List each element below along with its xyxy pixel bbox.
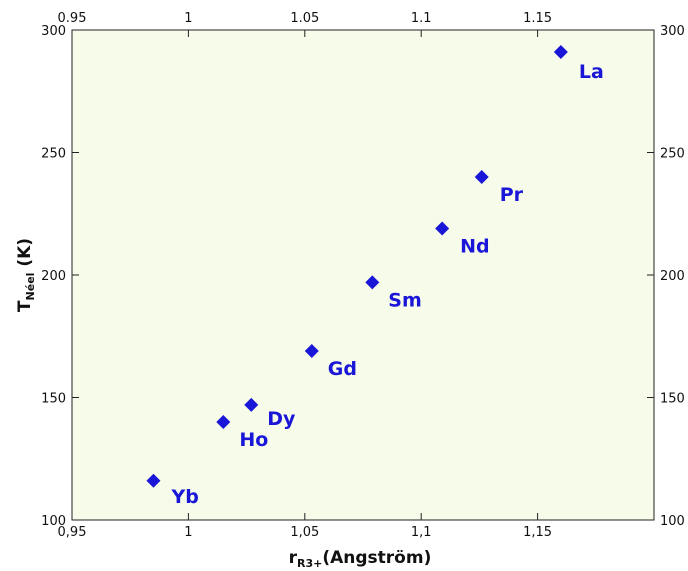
x-tick-label-top: 1.1 xyxy=(411,11,432,26)
y-tick-label-left: 150 xyxy=(41,392,66,407)
point-label: Nd xyxy=(460,235,490,257)
x-axis-title-unit: (Angström) xyxy=(322,548,431,568)
plot-area xyxy=(71,29,655,521)
x-tick-label-bottom: 1,1 xyxy=(411,525,432,540)
point-label: La xyxy=(579,61,604,83)
y-tick-label-left: 100 xyxy=(41,514,66,529)
data-point xyxy=(365,275,380,290)
data-point xyxy=(435,221,450,236)
y-tick-label-right: 300 xyxy=(660,24,685,39)
y-tick-label-right: 150 xyxy=(660,392,685,407)
y-tick-label-right: 200 xyxy=(660,269,685,284)
data-point xyxy=(553,45,568,60)
x-tick-label-bottom: 0,95 xyxy=(58,525,87,540)
point-label: Pr xyxy=(500,184,524,206)
y-tick-label-right: 100 xyxy=(660,514,685,529)
y-tick-label-left: 200 xyxy=(41,269,66,284)
y-tick-label-left: 300 xyxy=(41,24,66,39)
data-point xyxy=(244,397,259,412)
y-axis-title-unit: (K) xyxy=(15,238,35,273)
y-axis-title-main: T xyxy=(15,300,35,312)
point-label: Sm xyxy=(388,289,421,311)
y-tick-label-right: 250 xyxy=(660,147,685,162)
x-tick-label-top: 1 xyxy=(184,11,192,26)
y-axis-title: TNéel (K) xyxy=(15,238,37,312)
ticks-layer: 0,95 0.95 1 1 1,05 1.05 1,1 1.1 1,15 1.15 100 100 15… xyxy=(41,11,685,540)
x-axis-title: rR3+(Angström) xyxy=(289,548,432,570)
x-tick-label-top: 1.05 xyxy=(290,11,319,26)
x-tick-label-bottom: 1 xyxy=(184,525,192,540)
data-point xyxy=(146,473,161,488)
x-axis-title-sub: R3+ xyxy=(297,557,322,570)
x-tick-label-bottom: 1,15 xyxy=(523,525,552,540)
point-label: Gd xyxy=(328,358,357,380)
point-label: Ho xyxy=(239,429,268,451)
y-axis-title-sub: Néel xyxy=(24,273,37,301)
x-tick-label-top: 0.95 xyxy=(58,11,87,26)
point-label: Dy xyxy=(267,408,296,430)
x-tick-label-top: 1.15 xyxy=(523,11,552,26)
data-point xyxy=(474,170,489,184)
x-tick-label-bottom: 1,05 xyxy=(290,525,319,540)
data-point xyxy=(216,415,231,429)
data-point xyxy=(304,343,319,358)
x-axis-title-main: r xyxy=(289,548,298,568)
point-label: Yb xyxy=(170,486,198,508)
y-tick-label-left: 250 xyxy=(41,147,66,162)
